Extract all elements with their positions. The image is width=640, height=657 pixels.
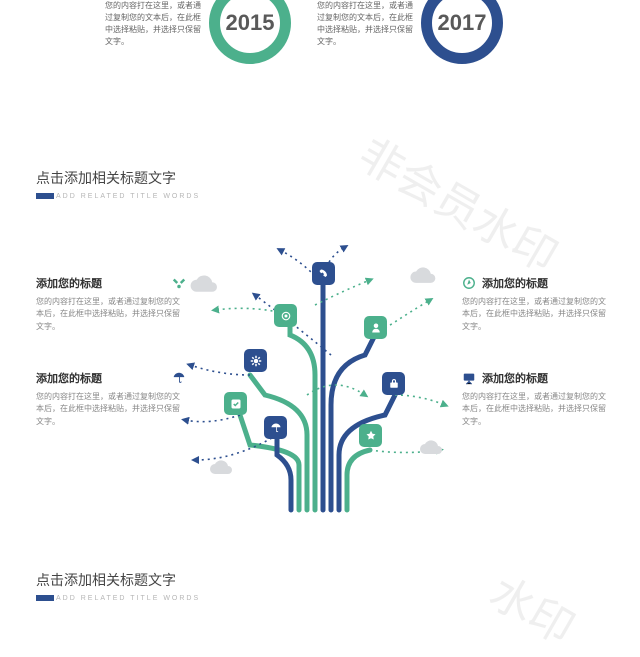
person-icon: [364, 316, 387, 339]
section-header-2: 点击添加相关标题文字 ADD RELATED TITLE WORDS: [36, 570, 200, 602]
block-r2-title: 添加您的标题: [482, 370, 548, 386]
year-2017-label: 2017: [438, 10, 487, 36]
target-icon: [274, 304, 297, 327]
text-block-right-2: 添加您的标题 您的内容打在这里，或者通过复制您的文本后，在此框中选择粘贴，并选择…: [462, 370, 612, 428]
phone-icon: [312, 262, 335, 285]
section-2-subtitle: ADD RELATED TITLE WORDS: [56, 595, 200, 602]
section-header-1: 点击添加相关标题文字 ADD RELATED TITLE WORDS: [36, 168, 200, 200]
umbrella-icon: [264, 416, 287, 439]
year-2017-description: 您的内容打在这里，或者通过复制您的文本后，在此框中选择粘贴，并选择只保留文字。: [317, 0, 415, 48]
watermark-2: 水印: [480, 557, 588, 656]
cloud-icon: [187, 275, 223, 302]
block-r2-body: 您的内容打在这里，或者通过复制您的文本后，在此框中选择粘贴，并选择只保留文字。: [462, 391, 612, 428]
compass-icon: [462, 276, 476, 290]
cloud-icon: [407, 267, 441, 292]
section-2-title: 点击添加相关标题文字: [36, 572, 176, 588]
bag-icon: [382, 372, 405, 395]
tools-icon: [172, 276, 186, 290]
block-l1-body: 您的内容打在这里，或者通过复制您的文本后，在此框中选择粘贴，并选择只保留文字。: [36, 296, 186, 333]
year-2015-label: 2015: [226, 10, 275, 36]
year-2015-description: 您的内容打在这里，或者通过复制您的文本后，在此框中选择粘贴，并选择只保留文字。: [105, 0, 203, 48]
section-1-subtitle: ADD RELATED TITLE WORDS: [56, 193, 200, 200]
text-block-left-1: 添加您的标题 您的内容打在这里，或者通过复制您的文本后，在此框中选择粘贴，并选择…: [36, 275, 186, 333]
block-l1-title: 添加您的标题: [36, 275, 102, 291]
timeline-top: 您的内容打在这里，或者通过复制您的文本后，在此框中选择粘贴，并选择只保留文字。 …: [0, 0, 640, 100]
year-donut-2015: 2015: [209, 0, 291, 64]
gear-icon: [244, 349, 267, 372]
cloud-icon: [417, 440, 447, 463]
presentation-icon: [462, 371, 476, 385]
text-block-right-1: 添加您的标题 您的内容打在这里，或者通过复制您的文本后，在此框中选择粘贴，并选择…: [462, 275, 612, 333]
block-l2-title: 添加您的标题: [36, 370, 102, 386]
umbrella-icon: [172, 371, 186, 385]
check-icon: [224, 392, 247, 415]
block-r1-body: 您的内容打在这里，或者通过复制您的文本后，在此框中选择粘贴，并选择只保留文字。: [462, 296, 612, 333]
tree-diagram: [195, 255, 445, 510]
block-r1-title: 添加您的标题: [482, 275, 548, 291]
text-block-left-2: 添加您的标题 您的内容打在这里，或者通过复制您的文本后，在此框中选择粘贴，并选择…: [36, 370, 186, 428]
section-1-title: 点击添加相关标题文字: [36, 170, 176, 186]
block-l2-body: 您的内容打在这里，或者通过复制您的文本后，在此框中选择粘贴，并选择只保留文字。: [36, 391, 186, 428]
cloud-icon: [207, 460, 237, 483]
star-icon: [359, 424, 382, 447]
year-donut-2017: 2017: [421, 0, 503, 64]
